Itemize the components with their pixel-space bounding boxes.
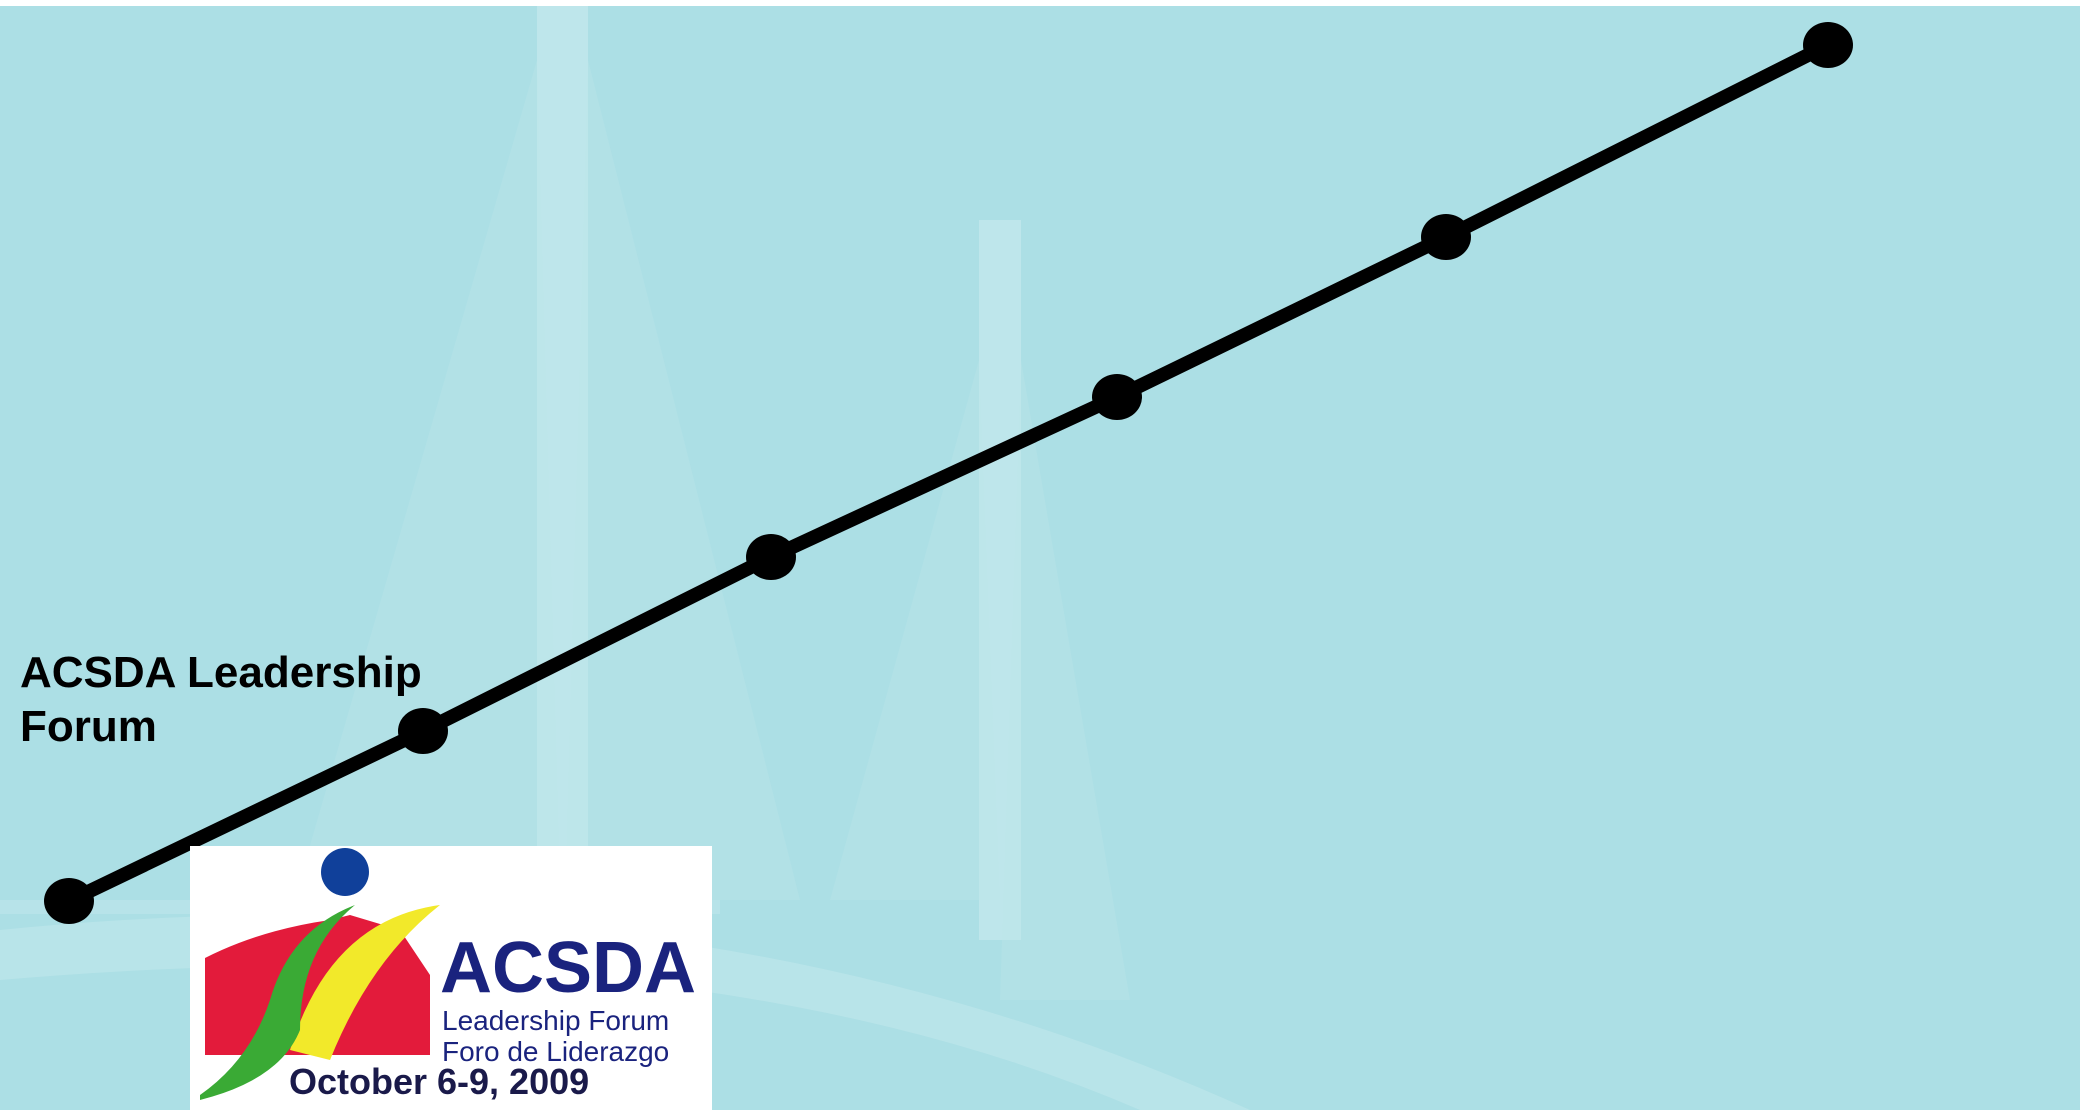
logo-name: ACSDA [440, 928, 696, 1008]
logo-line1: Leadership Forum [442, 1005, 669, 1036]
logo: ACSDA Leadership Forum Foro de Liderazgo… [190, 846, 712, 1110]
slide-art: ACSDA Leadership Forum Foro de Liderazgo… [0, 6, 1853, 1110]
logo-line2: Foro de Liderazgo [442, 1036, 669, 1067]
slide: ACSDA Leadership Forum Foro de Liderazgo… [0, 6, 2080, 1110]
timeline-dot [44, 878, 94, 924]
slide-label: ACSDA Leadership Forum [20, 648, 422, 751]
timeline-dot [1421, 214, 1471, 260]
timeline-dot [1092, 374, 1142, 420]
timeline-dot [1803, 22, 1853, 68]
logo-date: October 6-9, 2009 [289, 1061, 589, 1102]
timeline-dot [746, 534, 796, 580]
timeline-line [62, 38, 1835, 908]
timeline-dots [44, 22, 1853, 924]
timeline-dot [398, 708, 448, 754]
